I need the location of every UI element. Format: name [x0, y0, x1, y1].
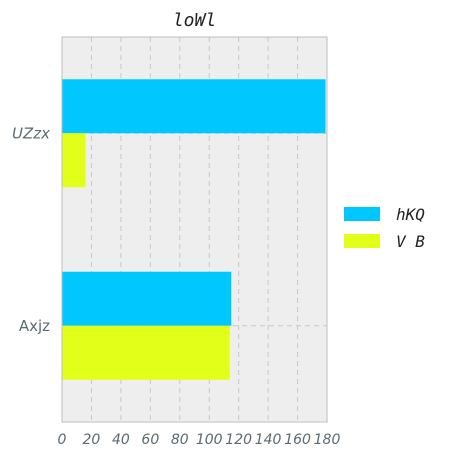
- y-tick-label-1: Axjz: [19, 317, 50, 335]
- plot-frame: [61, 36, 328, 423]
- x-tick-label-9: 180: [314, 432, 341, 448]
- x-tick-label-1: 20: [83, 432, 101, 448]
- bar-V-B-UZzx: [62, 133, 86, 188]
- x-tick-label-0: 0: [58, 432, 67, 448]
- bar-V-B-Axjz: [62, 325, 230, 380]
- x-tick-label-5: 100: [196, 432, 223, 448]
- y-tick-labels: UZzx Axjz: [12, 124, 50, 335]
- x-tick-label-8: 160: [284, 432, 311, 448]
- y-tick-label-0: UZzx: [12, 124, 50, 142]
- legend-swatch-0: [344, 207, 380, 221]
- x-tick-labels: 0 20 40 60 80 100 120 140 160 180: [58, 432, 341, 448]
- x-tick-label-4: 80: [171, 432, 189, 448]
- bars: [62, 79, 326, 380]
- bar-hKQ-Axjz: [62, 271, 232, 326]
- legend-label-0: hKQ: [396, 205, 425, 224]
- x-tick-label-3: 60: [141, 432, 159, 448]
- x-tick-label-7: 140: [255, 432, 282, 448]
- legend-swatch-1: [344, 234, 380, 248]
- x-tick-label-6: 120: [225, 432, 252, 448]
- x-tick-label-2: 40: [112, 432, 130, 448]
- legend: hKQ V B: [344, 205, 425, 251]
- bar-hKQ-UZzx: [62, 79, 326, 134]
- chart-title: loWl: [173, 10, 216, 31]
- legend-label-1: V B: [396, 232, 425, 251]
